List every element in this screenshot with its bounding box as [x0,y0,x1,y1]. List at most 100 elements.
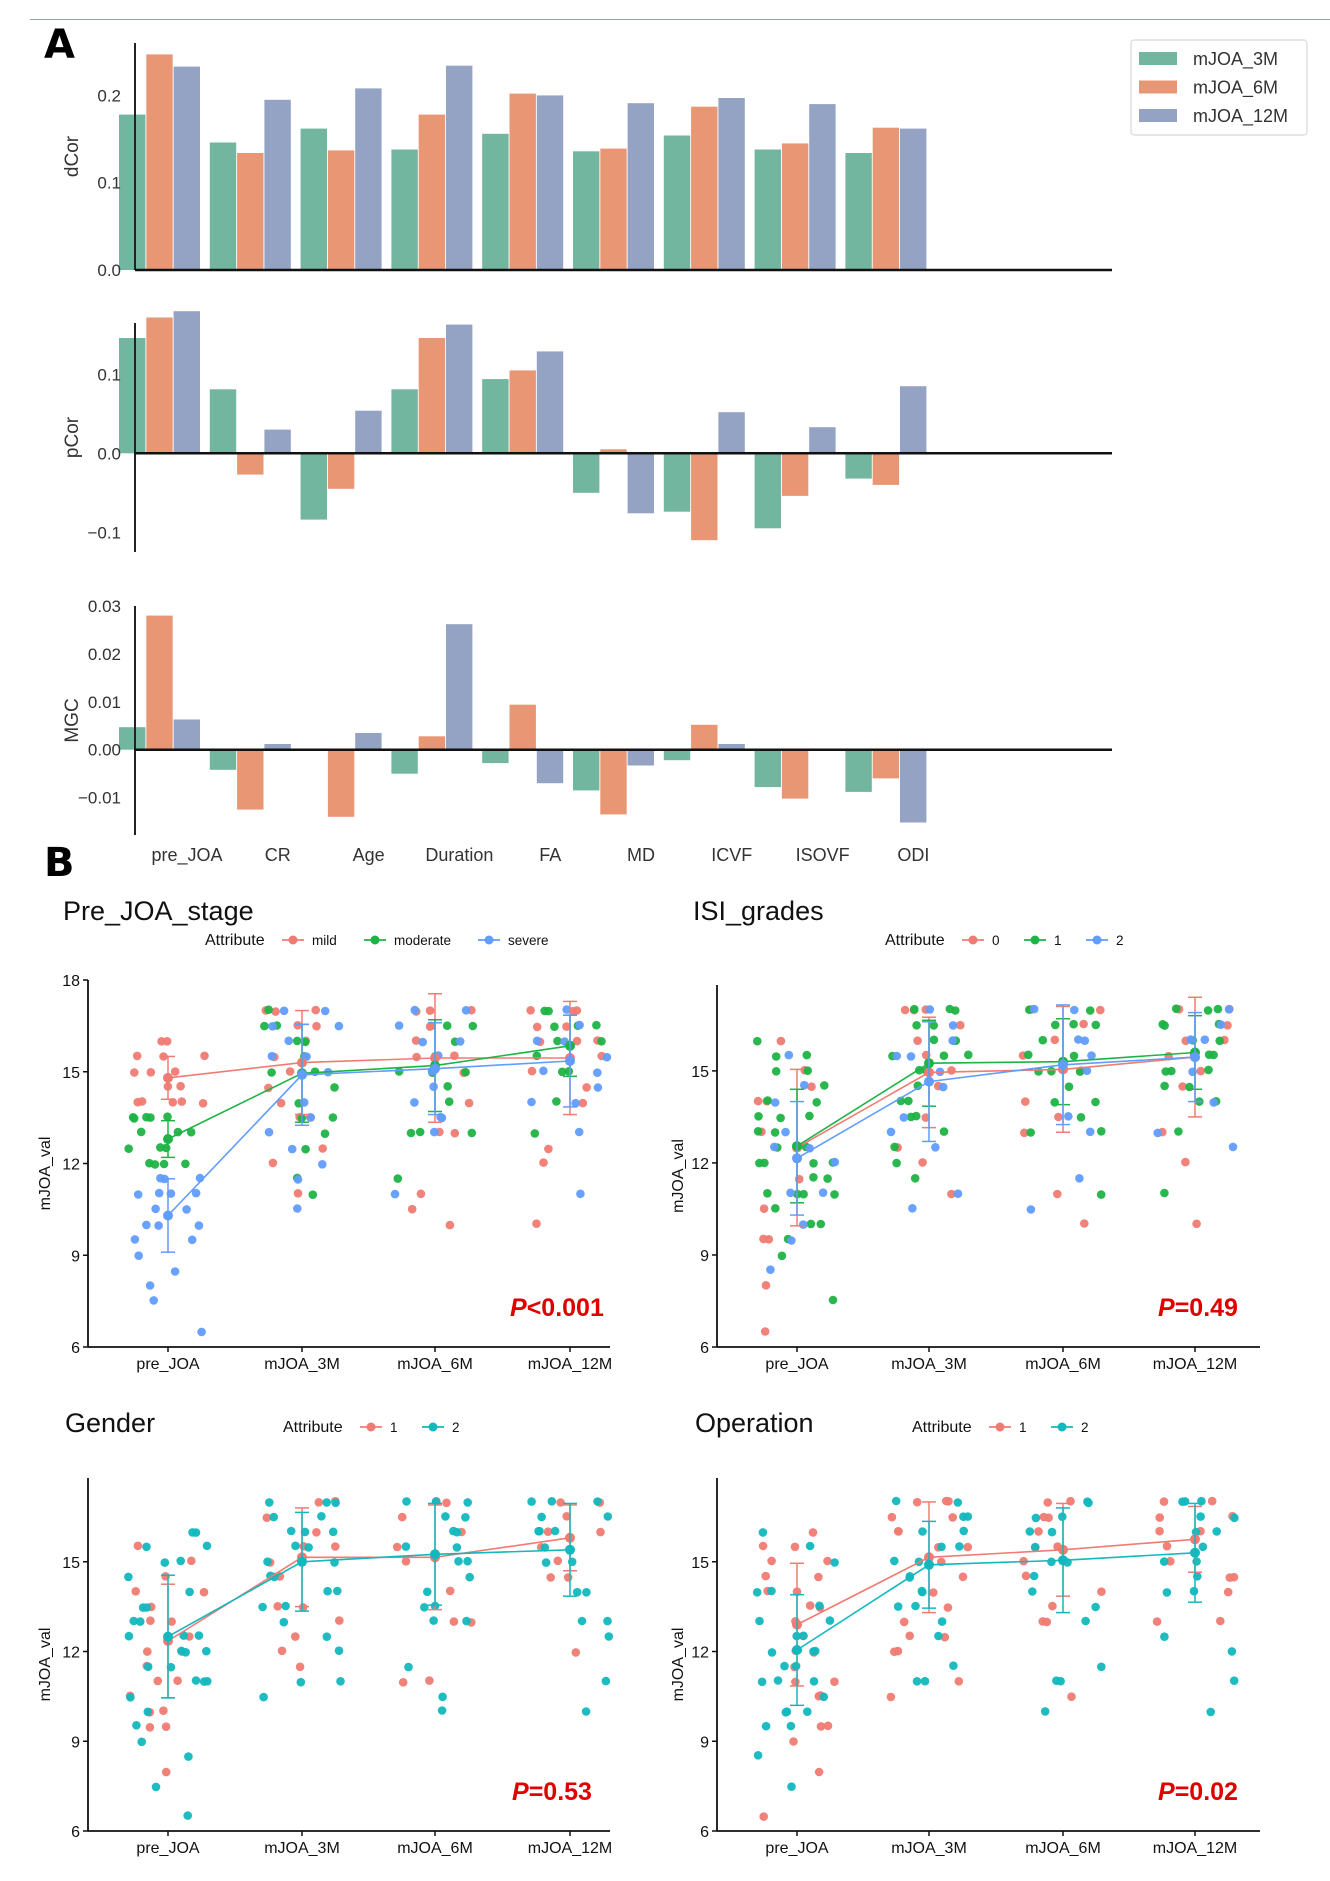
data-point-mild [168,1098,178,1107]
data-point-2 [803,1707,812,1716]
data-point-2 [1153,1128,1162,1138]
data-point-2 [132,1721,141,1730]
data-point-1 [1174,1127,1183,1136]
bar-dcor-mJOA_6M-ISOVF [781,143,809,270]
data-point-2 [1085,1127,1095,1137]
data-point-1 [777,1251,787,1261]
data-point-2 [401,1542,411,1551]
data-point-2 [322,1498,332,1507]
data-point-severe [299,1098,309,1107]
bar-dcor-mJOA_3M-pre_JOA [119,114,146,270]
data-point-2 [202,1646,211,1656]
data-point-2 [1178,1497,1187,1506]
bar-dcor-mJOA_6M-Duration [418,114,446,270]
data-point-2 [265,1498,274,1507]
data-point-mild [312,1021,321,1031]
data-point-2 [1192,1557,1201,1566]
p-value-text: =0.53 [529,1778,592,1806]
data-point-2 [1091,1602,1100,1612]
y-tick-label: 9 [700,1248,709,1265]
data-point-mild [130,1068,139,1077]
bar-dcor-mJOA_3M-CR [209,142,237,270]
y-tick-label: 0.2 [97,86,121,105]
data-point-severe [287,1144,297,1154]
data-point-mild [177,1097,187,1106]
points [752,1496,1239,1821]
data-point-0 [947,1066,956,1075]
data-point-2 [603,1512,613,1521]
data-point-2 [1070,1005,1079,1015]
data-point-2 [766,1265,775,1274]
y-tick-label: 9 [71,1248,80,1265]
data-point-1 [556,1498,565,1507]
bar-mgc-mJOA_6M-ISOVF [781,749,809,799]
data-point-0 [1192,1219,1201,1229]
bar-pcor-mJOA_3M-CR [209,389,237,454]
legend-dot-mild [288,935,298,945]
data-point-1 [1223,1587,1233,1597]
mean-point-2 [924,1076,934,1087]
data-point-severe [267,1051,277,1061]
panel-label-a: A [44,22,75,68]
data-point-2 [452,1543,462,1552]
data-point-moderate [564,1067,574,1076]
data-point-2 [124,1572,133,1582]
x-tick-label: Age [353,845,385,865]
legend-dot-2 [428,1422,438,1432]
data-point-2 [761,1721,771,1731]
legend-label: mJOA_3M [1193,49,1278,70]
data-point-2 [269,1512,279,1522]
legend-dot-2 [1057,1422,1067,1432]
data-point-mild [412,1052,421,1062]
data-point-2 [194,1631,204,1640]
data-point-1 [1097,1587,1106,1596]
data-point-2 [767,1586,776,1596]
data-point-1 [805,1111,814,1121]
data-point-2 [199,1677,209,1686]
data-point-2 [1230,1513,1239,1523]
data-point-1 [1069,1019,1078,1029]
data-point-mild [445,1220,455,1230]
data-point-2 [582,1588,591,1597]
data-point-severe [527,1097,536,1107]
data-point-2 [1030,1542,1040,1552]
data-point-mild [425,1006,435,1015]
data-point-2 [1029,1004,1039,1014]
bar-dcor-mJOA_3M-Duration [391,149,418,270]
bar-pcor-mJOA_12M-Age [355,410,382,454]
series-1 [161,1504,577,1699]
data-point-0 [1021,1097,1030,1106]
bar-mgc-mJOA_6M-MD [600,749,627,815]
x-tick-label: mJOA_12M [528,1840,612,1857]
data-point-moderate [145,1158,154,1168]
bar-pcor-mJOA_6M-ODI [872,453,900,485]
data-point-0 [918,1158,927,1167]
data-point-0 [764,1235,774,1244]
data-point-1 [964,1050,973,1060]
data-point-1 [1155,1513,1164,1522]
data-point-1 [941,1496,951,1506]
legend: Attribute mild moderate severe [205,932,549,949]
data-point-2 [603,1616,612,1626]
x-tick-label: pre_JOA [151,845,222,866]
bar-pcor-mJOA_12M-MD [627,453,654,514]
mean-line-severe [167,1060,571,1217]
data-point-1 [442,1498,451,1508]
bar-dcor-mJOA_6M-pre_JOA [146,54,173,271]
data-point-mild [271,1007,280,1016]
y-tick-label: 6 [71,1340,80,1357]
bar-pcor-mJOA_6M-CR [237,453,264,475]
bar-dcor-mJOA_3M-ISOVF [754,149,781,270]
data-point-2 [143,1707,153,1717]
y-tick-label: −0.01 [78,789,121,808]
bar-mgc-mJOA_3M-pre_JOA [119,727,146,750]
y-tick-label: 12 [62,1645,80,1662]
data-point-1 [1044,1513,1053,1522]
legend-title: Attribute [912,1419,972,1436]
bar-mgc-mJOA_12M-Duration [446,624,473,750]
data-point-1 [571,1648,581,1657]
data-point-2 [593,1497,602,1506]
data-point-2 [791,1661,801,1671]
data-point-2 [934,1631,943,1641]
data-point-2 [404,1662,413,1672]
